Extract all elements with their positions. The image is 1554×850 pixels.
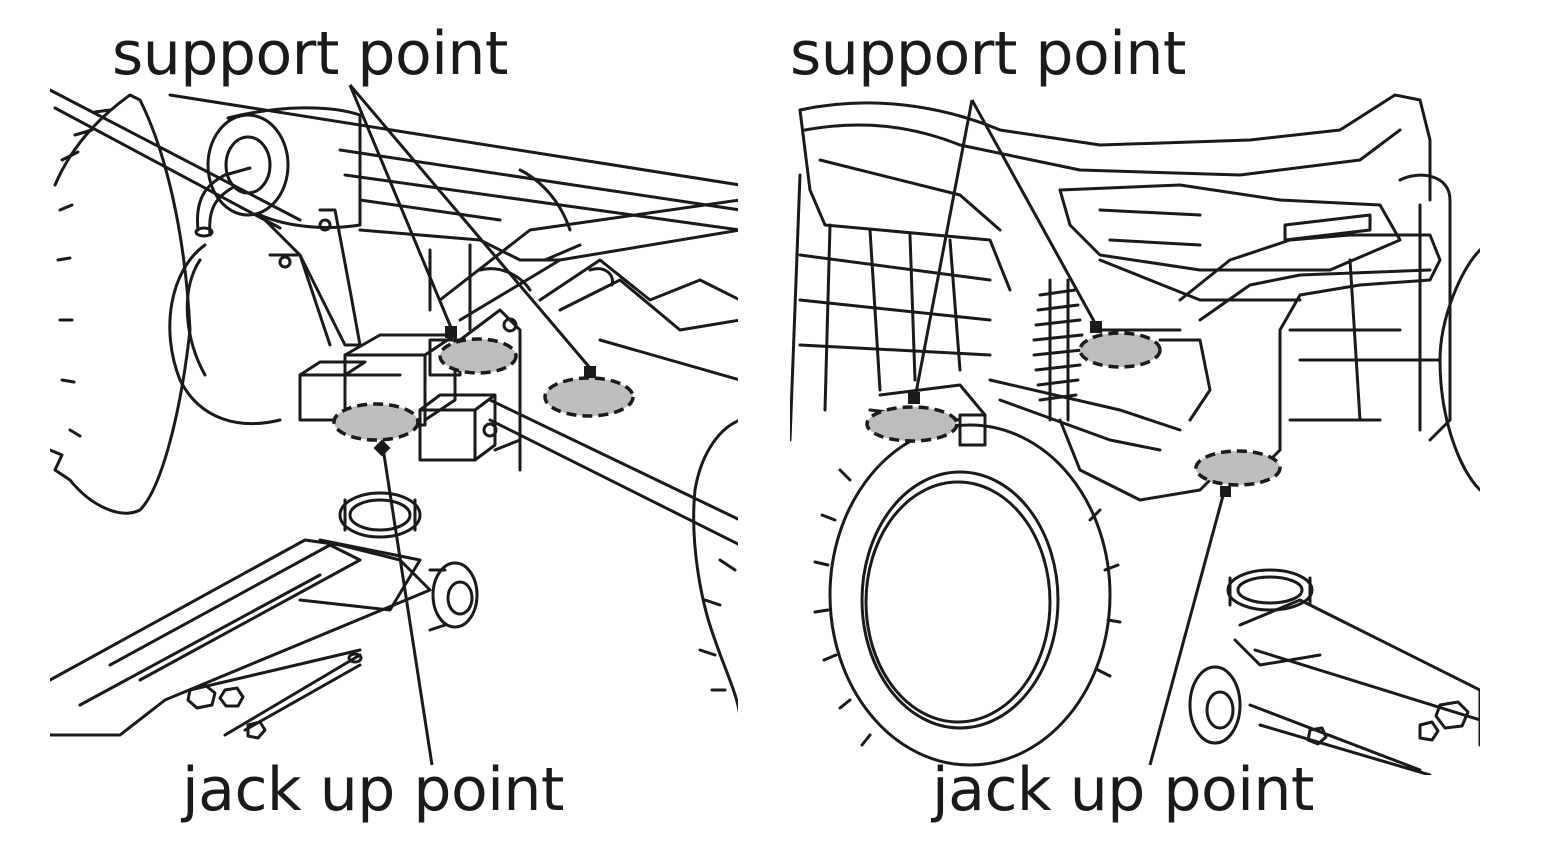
brush-guard (1178, 233, 1442, 472)
left-jack-up-point-label: jack up point (182, 755, 564, 825)
floor-jack-r-wheel (1188, 665, 1242, 745)
fender-slats (798, 253, 1302, 357)
right-front-tire-edge (1438, 248, 1480, 492)
floor-jack-bolt-2 (218, 686, 245, 708)
frame-lower-rail (488, 398, 738, 546)
left-support-point-a (438, 337, 518, 375)
left-jack-leader (381, 447, 434, 766)
tire-treads (813, 468, 1122, 747)
floor-jack-bolt-1 (186, 683, 217, 710)
floor-jack-r-saddle (1226, 568, 1314, 612)
roll-bar (50, 88, 738, 230)
left-leader-lines (348, 84, 592, 766)
left-support-leader-b (348, 84, 592, 369)
right-support-point-label: support point (790, 19, 1186, 89)
front-left-tire (828, 423, 1112, 767)
brake-disc (168, 243, 282, 426)
vehicle-grille (1058, 183, 1402, 272)
support-bracket (958, 413, 987, 447)
right-jack-up-point (1194, 449, 1282, 487)
left-jack-up-point (332, 402, 420, 442)
floor-jack-handle (188, 648, 362, 737)
muffler-end (206, 113, 290, 217)
rear-frame-upright (258, 208, 362, 347)
hitch-receiver-left-box (298, 373, 347, 422)
left-support-point-label: support point (112, 19, 508, 89)
floor-jack-r-bolt (1434, 700, 1470, 730)
coil-spring (1032, 288, 1084, 402)
floor-jack-wheel (431, 561, 479, 629)
left-tire-treads (56, 108, 112, 438)
floor-jack-body (50, 538, 432, 737)
right-leader-markers (908, 321, 1231, 497)
floor-jack-r-handle (1248, 703, 1432, 775)
left-panel-rear-view (50, 88, 738, 740)
frame-diagonal (438, 198, 738, 322)
right-support-leader-a (913, 99, 974, 399)
left-support-leader-a (348, 84, 454, 331)
right-support-point-b (1078, 331, 1162, 369)
frame-rail-top (338, 148, 738, 232)
right-support-leader-b (970, 99, 1097, 324)
left-support-highlights (438, 337, 635, 418)
fender-left (798, 108, 1012, 292)
muffler-body (226, 106, 362, 229)
right-leader-lines (913, 99, 1226, 766)
right-support-highlights (865, 331, 1162, 443)
right-jack-leader (1148, 491, 1226, 766)
left-rear-tire (50, 93, 192, 515)
tailpipe (195, 166, 252, 237)
drive-details (478, 168, 738, 381)
floor-jack-r-body (1233, 598, 1480, 747)
frame-crossmember (358, 228, 562, 332)
right-rear-tire-edge (692, 419, 738, 714)
right-support-point-a (865, 405, 959, 443)
floor-jack-saddle (338, 491, 422, 539)
hitch-side-plate (458, 308, 522, 452)
left-leader-markers (373, 326, 596, 457)
right-jack-up-point-label: jack up point (932, 755, 1314, 825)
vehicle-hood (798, 93, 1432, 202)
left-support-point-b (543, 376, 635, 418)
